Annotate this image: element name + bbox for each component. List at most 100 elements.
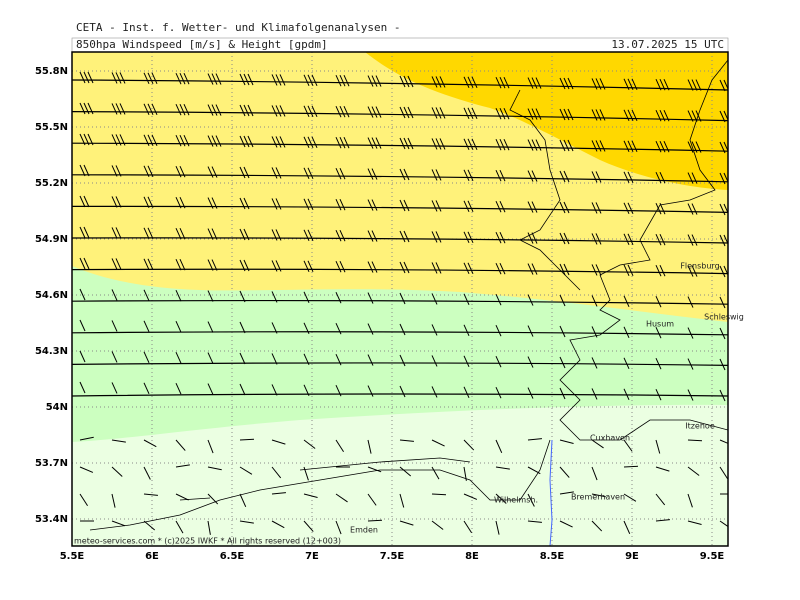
wind-barb: [335, 260, 346, 273]
wind-barb-light: [399, 520, 414, 526]
wind-barb: [335, 291, 342, 304]
wind-barb: [335, 229, 346, 242]
wind-barb: [527, 170, 538, 182]
wind-barb: [271, 260, 282, 272]
wind-barb: [111, 72, 126, 84]
wind-barb: [239, 104, 254, 117]
wind-barb: [207, 352, 214, 364]
lat-tick-label: 55.2N: [35, 178, 68, 189]
wind-barb-light: [79, 493, 88, 507]
wind-barb-light: [175, 493, 189, 501]
place-label: Husum: [646, 320, 674, 329]
wind-barb: [143, 196, 154, 209]
wind-barb: [655, 295, 662, 308]
wind-barb: [143, 103, 158, 116]
wind-barb: [175, 134, 190, 147]
wind-barb: [431, 76, 446, 88]
wind-barb: [175, 165, 186, 178]
wind-barb: [431, 169, 442, 181]
wind-barb: [591, 357, 598, 369]
wind-barb: [623, 388, 630, 401]
wind-barb: [207, 228, 218, 240]
wind-barb: [495, 200, 506, 213]
wind-barb: [399, 75, 414, 88]
wind-barb: [687, 358, 694, 370]
wind-barb-light: [719, 520, 728, 528]
wind-barb: [431, 355, 438, 367]
height-contour: [72, 299, 728, 305]
wind-barb-light: [143, 439, 157, 448]
wind-barb: [303, 229, 314, 242]
lat-tick-label: 54N: [46, 402, 68, 413]
wind-barb-light: [143, 520, 156, 531]
wind-barb-light: [239, 466, 253, 475]
wind-barb-light: [367, 439, 372, 454]
wind-barb: [399, 354, 406, 367]
wind-barb-light: [399, 493, 405, 508]
wind-barb: [623, 295, 630, 308]
wind-barb-light: [207, 493, 219, 505]
wind-barb: [79, 102, 94, 115]
wind-barb: [207, 135, 222, 147]
plot-frame: [71, 51, 729, 547]
wind-barb: [655, 140, 670, 153]
place-label: Flensburg: [680, 262, 719, 271]
wind-barb-light: [271, 520, 285, 529]
wind-barb-light: [335, 439, 344, 453]
wind-barb: [655, 264, 666, 277]
wind-barb: [239, 321, 246, 334]
wind-barb: [623, 326, 630, 339]
wind-barb-light: [591, 520, 603, 532]
wind-barb-light: [463, 493, 478, 500]
wind-barb: [239, 166, 250, 179]
plot-area: [72, 52, 728, 546]
wind-barb: [431, 107, 446, 119]
wind-barb: [239, 197, 250, 210]
wind-barb-light: [175, 520, 184, 534]
height-contour: [72, 362, 728, 366]
wind-barb: [687, 389, 694, 401]
wind-barb: [271, 384, 278, 396]
institute: CETA - Inst. f. Wetter- und Klimafolgena…: [76, 21, 401, 34]
wind-barb: [271, 105, 286, 117]
wind-barb-light: [271, 439, 286, 445]
wind-barb: [239, 352, 246, 365]
wind-barb-light: [623, 520, 631, 534]
wind-barb: [527, 356, 534, 368]
wind-barb-light: [303, 439, 316, 449]
wind-barb: [623, 264, 634, 277]
wind-barb-light: [367, 519, 383, 522]
wind-barb-light: [335, 520, 342, 535]
wind-barb-light: [111, 466, 123, 477]
wind-barb: [175, 382, 182, 395]
wind-barb-light: [527, 438, 542, 441]
wind-barb-light: [431, 520, 444, 530]
wind-barb: [271, 322, 278, 334]
wind-barb: [687, 203, 698, 215]
wind-barb: [719, 110, 728, 123]
wind-barb: [687, 296, 694, 308]
wind-barb: [271, 167, 282, 179]
wind-barb: [207, 259, 218, 271]
wind-barb: [111, 382, 118, 394]
wind-barb-light: [527, 520, 542, 523]
wind-barb: [207, 290, 214, 302]
wind-barb-light: [623, 493, 637, 502]
wind-barb: [559, 387, 566, 400]
wind-barb: [463, 107, 478, 120]
wind-barb: [111, 320, 118, 332]
place-label: Schleswig: [704, 313, 744, 322]
height-contour: [72, 268, 728, 275]
wind-barb-light: [271, 466, 282, 479]
wind-barb: [463, 169, 474, 182]
wind-barb: [175, 72, 190, 85]
wind-barb: [207, 166, 218, 178]
wind-barb: [687, 172, 698, 184]
wind-barb: [207, 197, 218, 209]
wind-barb-light: [239, 520, 254, 524]
wind-barb: [367, 75, 382, 87]
wind-barb: [527, 139, 542, 151]
wind-barb: [591, 171, 602, 183]
wind-barb-light: [655, 519, 670, 522]
wind-barb: [367, 323, 374, 335]
